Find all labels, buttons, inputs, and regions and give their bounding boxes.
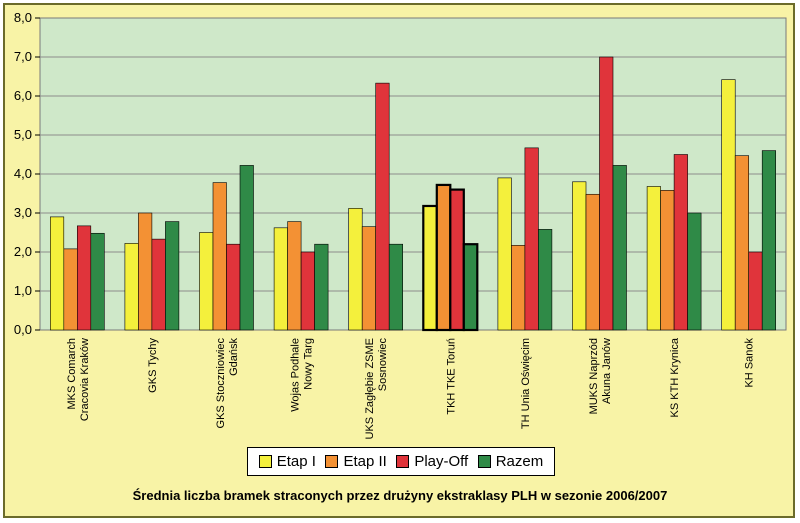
x-tick-label-line: Gdańsk <box>228 338 240 376</box>
x-tick-label: Wojas PodhaleNowy Targ <box>290 338 315 412</box>
y-tick-label: 4,0 <box>14 166 32 181</box>
bar <box>49 216 65 331</box>
bar <box>462 243 479 332</box>
x-tick-label-line: GKS Tychy <box>147 338 159 393</box>
bar <box>612 165 627 331</box>
legend-item: Play-Off <box>396 453 468 470</box>
legend-swatch <box>325 455 339 468</box>
bar <box>63 248 78 331</box>
x-tick-label: KS KTH Krynica <box>669 337 681 417</box>
y-tick-label: 2,0 <box>14 244 32 259</box>
x-tick-label-line: Akuna Janów <box>601 338 613 404</box>
x-tick-label: KH Sanok <box>744 338 756 388</box>
x-tick-label-line: Cracovia Kraków <box>79 338 91 421</box>
bar <box>524 147 539 331</box>
x-tick-label-line: KS KTH Krynica <box>669 337 681 417</box>
bar <box>599 56 614 331</box>
bar <box>151 238 166 331</box>
y-axis: 0,0 1,0 2,0 3,0 4,0 5,0 6,0 7,0 8,0 <box>14 10 40 337</box>
bar <box>226 243 241 331</box>
bar <box>646 186 661 331</box>
bar <box>348 208 363 331</box>
legend-label: Etap II <box>343 453 387 470</box>
bar <box>388 243 404 331</box>
bar <box>199 232 214 331</box>
bar <box>687 212 702 331</box>
x-tick-label-line: GKS Stoczniowiec <box>215 338 227 429</box>
legend-item: Etap II <box>325 453 387 470</box>
bar <box>90 232 105 331</box>
bar <box>375 82 390 331</box>
x-axis: MKS ComarchCracovia Kraków GKS Tychy GKS S… <box>66 337 756 439</box>
chart-title: Średnia liczba bramek straconych przez d… <box>132 488 668 503</box>
bar <box>273 227 288 331</box>
x-tick-label: TKH TKE Toruń <box>445 338 457 415</box>
x-tick-label: GKS Tychy <box>147 338 159 393</box>
x-tick-label: UKS Zagłębie ZSMESosnowiec <box>364 338 389 440</box>
bar <box>660 190 675 331</box>
legend-swatch <box>477 455 491 468</box>
bar <box>239 165 254 331</box>
x-tick-label-line: TH Unia Oświęcim <box>520 338 532 429</box>
bar <box>748 251 763 331</box>
bar <box>314 243 329 331</box>
bar <box>77 225 92 331</box>
x-tick-label: MKS ComarchCracovia Kraków <box>66 338 91 421</box>
x-tick-label: MUKS NaprzódAkuna Janów <box>588 338 613 414</box>
x-tick-label: GKS StoczniowiecGdańsk <box>215 338 240 429</box>
bar <box>361 226 377 331</box>
legend-swatch <box>258 455 272 468</box>
bar <box>511 245 526 331</box>
x-tick-label-line: Wojas Podhale <box>290 338 302 412</box>
legend: Etap I Etap II Play-Off Razem <box>247 447 555 476</box>
y-tick-label: 1,0 <box>14 283 32 298</box>
y-tick-label: 0,0 <box>14 322 32 337</box>
legend-swatch <box>396 455 410 468</box>
x-tick-label: TH Unia Oświęcim <box>520 338 532 429</box>
bar <box>734 155 750 331</box>
x-tick-label-line: Sosnowiec <box>377 338 389 392</box>
x-tick-label-line: KH Sanok <box>744 338 756 388</box>
bar <box>212 182 227 331</box>
bar <box>449 188 465 332</box>
bar <box>761 150 777 331</box>
y-tick-label: 6,0 <box>14 88 32 103</box>
x-tick-label-line: UKS Zagłębie ZSME <box>364 338 376 439</box>
bar <box>287 221 302 331</box>
bar <box>585 193 600 331</box>
bar <box>300 251 315 331</box>
y-tick-label: 3,0 <box>14 205 32 220</box>
x-tick-label-line: Nowy Targ <box>303 338 315 390</box>
bar <box>538 229 553 331</box>
bar <box>572 181 587 331</box>
legend-label: Razem <box>495 453 544 470</box>
bar <box>422 204 438 332</box>
bar <box>138 212 153 331</box>
bar <box>124 243 139 331</box>
y-tick-label: 8,0 <box>14 10 32 25</box>
bars <box>49 56 777 332</box>
x-tick-label-line: MKS Comarch <box>66 338 78 410</box>
legend-item: Etap I <box>258 453 316 470</box>
x-tick-label-line: TKH TKE Toruń <box>445 338 457 415</box>
bar <box>721 79 736 331</box>
y-tick-label: 5,0 <box>14 127 32 142</box>
legend-label: Play-Off <box>414 453 469 470</box>
bar <box>673 154 688 331</box>
bar <box>165 221 180 331</box>
legend-item: Razem <box>477 453 544 470</box>
bar <box>497 177 512 331</box>
legend-label: Etap I <box>276 453 316 470</box>
x-tick-label-line: MUKS Naprzód <box>588 338 600 414</box>
y-tick-label: 7,0 <box>14 49 32 64</box>
bar <box>435 183 452 332</box>
